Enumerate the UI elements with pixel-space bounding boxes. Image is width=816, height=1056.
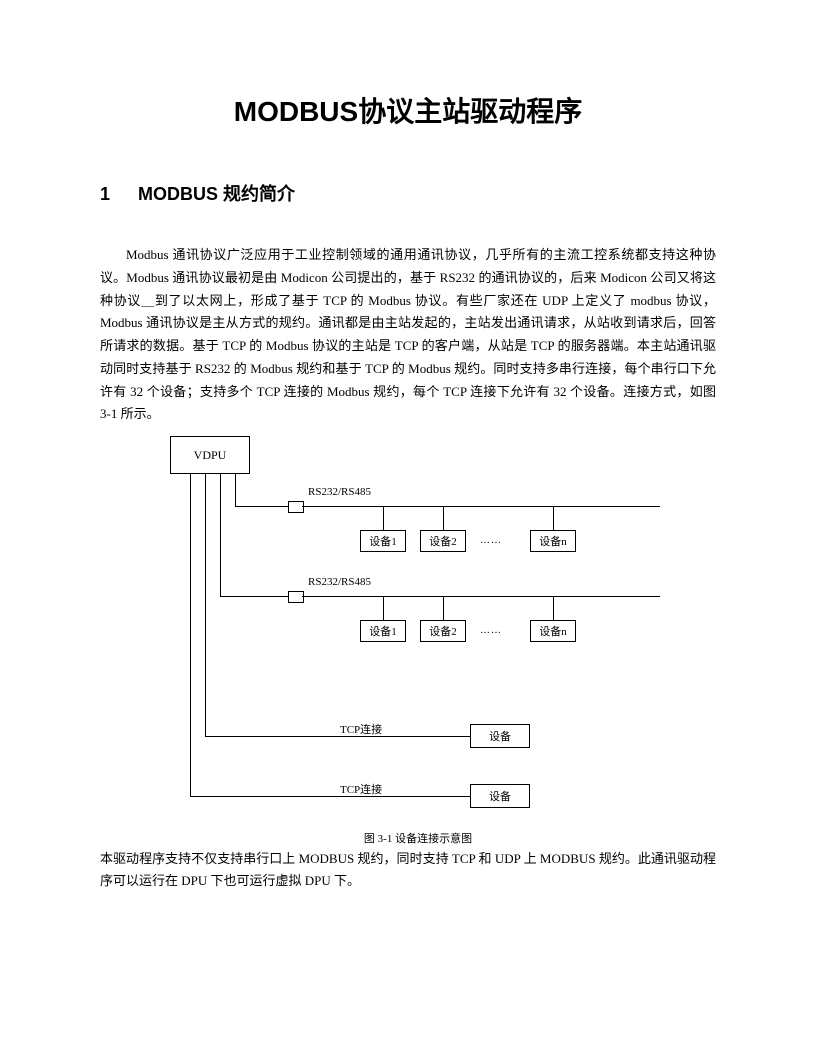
trunk-line-3 <box>220 474 221 596</box>
bus2-dots: …… <box>480 625 502 636</box>
section-title: MODBUS 规约简介 <box>138 184 295 204</box>
bus1-device2: 设备2 <box>420 530 466 552</box>
trunk-line-1 <box>190 474 191 796</box>
bus2-device1: 设备1 <box>360 620 406 642</box>
tcp1-device: 设备 <box>470 724 530 748</box>
bus1-dots: …… <box>480 535 502 546</box>
bus1-label: RS232/RS485 <box>308 486 371 498</box>
bus2-drop2 <box>443 596 444 620</box>
tcp2-label: TCP连接 <box>340 781 382 797</box>
section-heading: 1MODBUS 规约简介 <box>100 180 716 206</box>
diagram-caption: 图 3-1 设备连接示意图 <box>120 830 716 846</box>
tcp2-device: 设备 <box>470 784 530 808</box>
body-paragraph: Modbus 通讯协议广泛应用于工业控制领域的通用通讯协议，几乎所有的主流工控系… <box>100 244 716 426</box>
bus1-device1: 设备1 <box>360 530 406 552</box>
connection-diagram: VDPU RS232/RS485 设备1 设备2 …… 设备n RS232/RS… <box>160 436 660 826</box>
bus1-devicen: 设备n <box>530 530 576 552</box>
bus2-devicen: 设备n <box>530 620 576 642</box>
bus2-line <box>302 596 660 597</box>
bus1-conn <box>235 506 295 507</box>
bus2-label: RS232/RS485 <box>308 576 371 588</box>
bus2-drop1 <box>383 596 384 620</box>
trunk-line-4 <box>235 474 236 506</box>
bus2-dropn <box>553 596 554 620</box>
bus2-conn <box>220 596 295 597</box>
bus1-drop1 <box>383 506 384 530</box>
vdpu-box: VDPU <box>170 436 250 474</box>
bus1-drop2 <box>443 506 444 530</box>
tcp1-label: TCP连接 <box>340 721 382 737</box>
diagram-container: VDPU RS232/RS485 设备1 设备2 …… 设备n RS232/RS… <box>160 436 716 846</box>
section-number: 1 <box>100 184 138 205</box>
bus1-dropn <box>553 506 554 530</box>
bus1-adapter-icon <box>288 501 304 513</box>
tcp1-line <box>205 736 470 737</box>
trunk-line-2 <box>205 474 206 736</box>
bus2-device2: 设备2 <box>420 620 466 642</box>
footer-paragraph: 本驱动程序支持不仅支持串行口上 MODBUS 规约，同时支持 TCP 和 UDP… <box>100 848 716 892</box>
tcp2-line <box>190 796 470 797</box>
main-title: MODBUS协议主站驱动程序 <box>100 90 716 130</box>
bus2-adapter-icon <box>288 591 304 603</box>
bus1-line <box>302 506 660 507</box>
